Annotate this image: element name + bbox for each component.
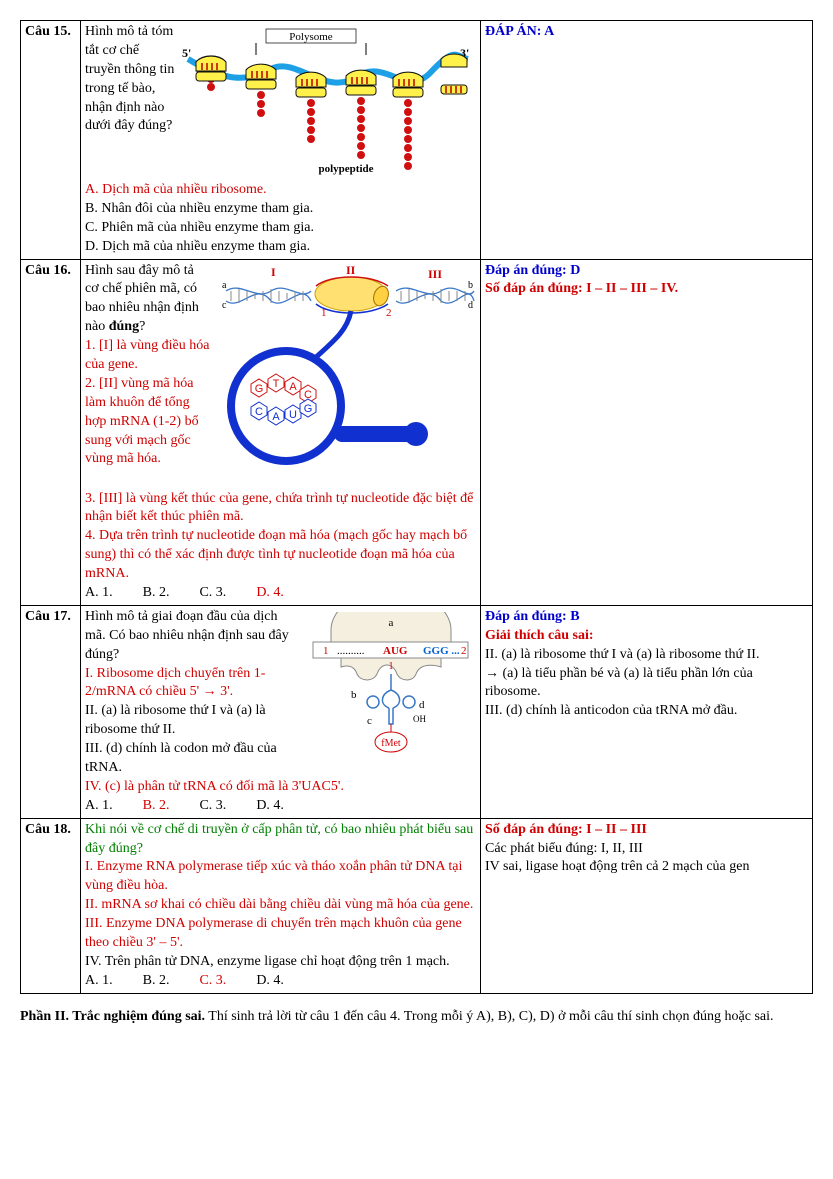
footer: Phần II. Trắc nghiệm đúng sai. Thí sinh … [20,1008,813,1027]
svg-text:G: G [304,403,313,415]
q17-exp-title: Giải thích câu sai: [485,627,808,646]
svg-text:Polysome: Polysome [289,31,333,43]
svg-text:I: I [271,266,276,279]
svg-text:2: 2 [386,307,392,319]
q17-D: D. 4. [256,797,284,816]
q17-A: A. 1. [85,797,113,816]
q15-optD: D. Dịch mã của nhiều enzyme tham gia. [85,238,476,257]
q18-s1: I. Enzyme RNA polymerase tiếp xúc và thá… [85,858,476,896]
q18-s3: III. Enzyme DNA polymerase di chuyển trê… [85,915,476,953]
q15-prompt: Hình mô tả tóm tắt cơ chế truyền thông t… [85,24,174,133]
q18-content: Khi nói về cơ chế di truyền ở cấp phân t… [81,818,481,993]
svg-text:A: A [272,411,280,423]
q15-optB: B. Nhân đôi của nhiều enzyme tham gia. [85,200,476,219]
q15-optA: A. Dịch mã của nhiều ribosome. [85,181,476,200]
svg-text:1: 1 [321,307,327,319]
svg-text:T: T [273,378,280,390]
q15-label: Câu 15. [21,21,81,260]
q15-content: Polysome 5' 3' [81,21,481,260]
q16-C: C. 3. [199,584,226,603]
svg-text:d: d [468,300,473,311]
questions-table: Câu 15. Polysome 5' 3' [20,20,813,994]
svg-text:d: d [419,699,425,711]
q17-exp3: III. (d) chính là anticodon của tRNA mở … [485,702,808,721]
translation-diagram: a 1 .......... AUG GGG ... 2 1 b c d [301,612,476,767]
q16-B: B. 2. [143,584,170,603]
svg-text:II: II [346,266,356,277]
q17-B: B. 2. [143,797,170,816]
q18-s2: II. mRNA sơ khai có chiều dài bằng chiều… [85,896,476,915]
q17-prompt: Hình mô tả giai đoạn đầu của dịch mã. Có… [85,609,289,662]
svg-text:1: 1 [389,661,394,672]
svg-text:fMet: fMet [381,738,401,749]
q18-C: C. 3. [199,972,226,991]
q18-label: Câu 18. [21,818,81,993]
q18-ans2: Các phát biểu đúng: I, II, III [485,840,808,859]
q17-exp2: → (a) là tiểu phần bé và (a) là tiểu phầ… [485,665,808,703]
q16-D: D. 4. [256,584,284,603]
q17-label: Câu 17. [21,605,81,818]
q16-prompt-end: ? [139,319,145,334]
q17-exp1: II. (a) là ribosome thứ I và (a) là ribo… [485,646,808,665]
svg-text:b: b [351,689,357,701]
transcription-diagram: I II III a c b d 1 [216,266,476,486]
svg-text:a: a [222,280,227,291]
svg-text:b: b [468,280,473,291]
svg-text:5': 5' [182,46,191,60]
svg-text:C: C [255,406,263,418]
q18-D: D. 4. [256,972,284,991]
svg-text:c: c [367,715,372,727]
svg-text:GGG ...: GGG ... [423,645,460,657]
q18-ans1: Số đáp án đúng: I – II – III [485,821,808,840]
q15-answer: ĐÁP ÁN: A [485,24,554,39]
q16-label: Câu 16. [21,259,81,605]
q18-prompt: Khi nói về cơ chế di truyền ở cấp phân t… [85,821,476,859]
svg-text:U: U [289,409,297,421]
q17-C: C. 3. [199,797,226,816]
q17-s4: IV. (c) là phân tử tRNA có đối mã là 3'U… [85,778,476,797]
q15-optC: C. Phiên mã của nhiều enzyme tham gia. [85,219,476,238]
svg-text:OH: OH [413,714,426,724]
q16-s3: 3. [III] là vùng kết thúc của gene, chứa… [85,490,476,528]
svg-text:G: G [255,383,264,395]
footer-title: Phần II. Trắc nghiệm đúng sai. [20,1009,205,1024]
q18-ans3: IV sai, ligase hoạt động trên cả 2 mạch … [485,858,808,877]
q18-s4: IV. Trên phân tử DNA, enzyme ligase chỉ … [85,953,476,972]
footer-text: Thí sinh trả lời từ câu 1 đến câu 4. Tro… [205,1009,773,1024]
svg-text:2: 2 [461,645,467,657]
svg-text:1: 1 [323,645,329,657]
q17-answer-cell: Đáp án đúng: B Giải thích câu sai: II. (… [481,605,813,818]
polysome-diagram: Polysome 5' 3' [176,27,476,177]
svg-text:AUG: AUG [383,645,408,657]
q18-B: B. 2. [143,972,170,991]
q16-s4: 4. Dựa trên trình tự nucleotide đoạn mã … [85,527,476,584]
q16-answer-cell: Đáp án đúng: D Số đáp án đúng: I – II – … [481,259,813,605]
q16-ans2: Số đáp án đúng: I – II – III – IV. [485,280,808,299]
q16-content: I II III a c b d 1 [81,259,481,605]
svg-text:A: A [289,381,297,393]
q17-content: a 1 .......... AUG GGG ... 2 1 b c d [81,605,481,818]
q18-A: A. 1. [85,972,113,991]
svg-text:..........: .......... [337,645,365,657]
svg-text:polypeptide: polypeptide [318,163,373,175]
q17-ans1: Đáp án đúng: B [485,608,808,627]
q16-ans1: Đáp án đúng: D [485,262,808,281]
q16-A: A. 1. [85,584,113,603]
q15-answer-cell: ĐÁP ÁN: A [481,21,813,260]
svg-text:c: c [222,300,227,311]
q18-answer-cell: Số đáp án đúng: I – II – III Các phát bi… [481,818,813,993]
svg-text:a: a [389,617,394,629]
q16-prompt-bold: đúng [109,319,139,334]
svg-text:III: III [428,267,442,281]
